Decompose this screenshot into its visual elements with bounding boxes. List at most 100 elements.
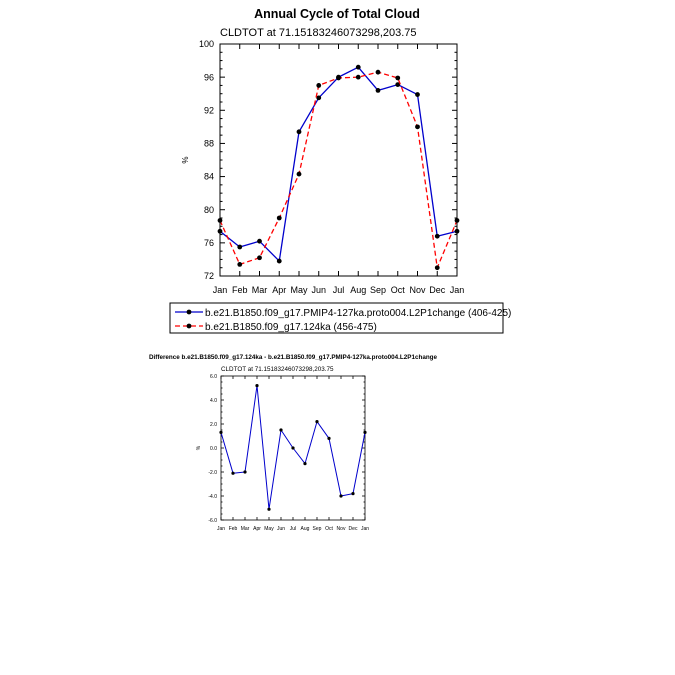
ytick-label: 80 <box>204 205 214 215</box>
series-2-point <box>316 83 322 88</box>
series-1-point <box>243 470 247 474</box>
xtick-label: Jun <box>311 285 326 295</box>
xtick-label: Jun <box>277 526 285 532</box>
xtick-label: Sep <box>313 526 322 532</box>
legend-frame <box>169 302 504 334</box>
xtick-label: Mar <box>252 285 268 295</box>
ytick-label: -4.0 <box>208 494 217 500</box>
series-1-point <box>219 430 223 434</box>
series-2-point <box>415 124 420 130</box>
series-2-point <box>395 75 401 81</box>
xtick-label: Mar <box>241 526 250 532</box>
ytick-label: 76 <box>204 238 214 248</box>
series-2-point <box>355 74 361 80</box>
series-1-point <box>291 446 295 450</box>
chart1-subtitle: CLDTOT at 71.15183246073298,203.75 <box>220 27 417 39</box>
ytick-label: 72 <box>204 271 214 281</box>
chart2-ylabel: % <box>196 445 202 450</box>
series-1-point <box>316 95 322 101</box>
xtick-label: Dec <box>349 526 358 532</box>
legend-marker-1 <box>186 309 192 315</box>
chart2-series <box>219 384 367 511</box>
series-1-point <box>217 228 223 234</box>
xtick-label: Dec <box>429 285 446 295</box>
xtick-label: Aug <box>350 285 366 295</box>
xtick-label: Apr <box>253 526 261 532</box>
xtick-label: Jul <box>333 285 345 295</box>
series-2-point <box>276 215 282 221</box>
ytick-label: 6.0 <box>210 374 217 380</box>
ytick-label: -2.0 <box>208 470 217 476</box>
chart1-series <box>217 64 460 271</box>
ytick-label: 96 <box>204 72 214 82</box>
xtick-label: May <box>264 526 274 532</box>
series-2-point <box>375 69 381 75</box>
ytick-label: -6.0 <box>208 518 217 524</box>
series-1-point <box>257 238 262 244</box>
series-1-point <box>267 507 271 511</box>
series-1-point <box>415 92 420 97</box>
chart2-subtitle: CLDTOT at 71.15183246073298,203.75 <box>221 366 334 373</box>
legend-label-2: b.e21.B1850.f09_g17.124ka (456-475) <box>205 322 377 333</box>
chart1-axes: 72 76 80 84 88 92 96 100 Jan Feb Mar Apr May Jun Jul Au… <box>199 39 464 295</box>
legend-item-1: b.e21.B1850.f09_g17.PMIP4-127ka.proto004… <box>175 308 511 319</box>
xtick-label: May <box>290 285 308 295</box>
ytick-label: 0.0 <box>210 446 217 452</box>
xtick-label: Jan <box>361 526 369 532</box>
xtick-label: Feb <box>229 526 238 532</box>
ytick-label: 4.0 <box>210 398 217 404</box>
xtick-label: Jul <box>290 526 296 532</box>
series-2-point <box>257 255 262 261</box>
series-2-point <box>434 265 440 271</box>
series-1-point <box>363 430 367 434</box>
xtick-label: Jan <box>213 285 228 295</box>
chart1-title: Annual Cycle of Total Cloud <box>254 7 420 21</box>
xtick-label: Nov <box>337 526 346 532</box>
xtick-label: Oct <box>391 285 406 295</box>
xtick-label: Aug <box>301 526 310 532</box>
chart2-title: Difference b.e21.B1850.f09_g17.124ka - b… <box>149 354 438 361</box>
xtick-label: Jan <box>450 285 465 295</box>
xtick-label: Nov <box>409 285 426 295</box>
series-line-2 <box>219 71 458 269</box>
ytick-label: 2.0 <box>210 422 217 428</box>
xtick-label: Sep <box>370 285 386 295</box>
series-1-point <box>351 492 355 496</box>
ytick-label: 100 <box>199 39 214 49</box>
series-1-point <box>375 88 381 93</box>
series-2-point <box>336 75 341 81</box>
legend-item-2: b.e21.B1850.f09_g17.124ka (456-475) <box>175 322 377 333</box>
series-1-point <box>276 258 282 264</box>
series-2-point <box>296 171 302 177</box>
xtick-label: Apr <box>272 285 286 295</box>
series-1-point <box>255 384 259 388</box>
series-2-point <box>217 218 223 223</box>
series-1-point <box>279 428 283 432</box>
series-1-point <box>454 228 460 234</box>
series-1-point <box>355 64 361 70</box>
series-1-point <box>327 436 331 440</box>
series-1-point <box>231 471 235 475</box>
series-1-point <box>395 82 401 87</box>
series-line-1 <box>219 66 458 262</box>
legend-marker-2 <box>186 323 192 329</box>
series-1-point <box>303 462 307 466</box>
xtick-label: Jan <box>217 526 225 532</box>
series-2-point <box>237 262 243 267</box>
series-1-point <box>237 244 243 250</box>
annual-cycle-chart: Annual Cycle of Total Cloud CLDTOT at 71… <box>181 7 464 295</box>
xtick-label: Oct <box>325 526 333 532</box>
ytick-label: 88 <box>204 139 214 149</box>
difference-chart: Difference b.e21.B1850.f09_g17.124ka - b… <box>149 354 438 532</box>
series-1-point <box>339 494 343 498</box>
xtick-label: Feb <box>232 285 248 295</box>
chart1-ylabel: % <box>181 156 190 163</box>
ytick-label: 92 <box>204 105 214 115</box>
chart1-legend: b.e21.B1850.f09_g17.PMIP4-127ka.proto004… <box>169 302 511 334</box>
series-1-point <box>434 233 440 239</box>
series-2-point <box>454 218 460 223</box>
series-1-point <box>315 420 319 424</box>
legend-label-1: b.e21.B1850.f09_g17.PMIP4-127ka.proto004… <box>205 308 511 319</box>
series-1-point <box>296 129 302 135</box>
